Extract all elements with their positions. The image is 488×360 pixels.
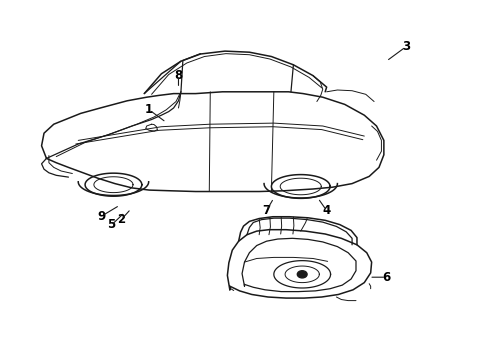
Text: 5: 5 <box>107 219 115 231</box>
Text: 3: 3 <box>401 40 409 53</box>
Text: 8: 8 <box>174 69 182 82</box>
Circle shape <box>297 271 306 278</box>
Text: 1: 1 <box>145 103 153 116</box>
Text: 4: 4 <box>322 204 330 217</box>
Text: 7: 7 <box>262 204 270 217</box>
Text: 2: 2 <box>117 213 125 226</box>
Text: 9: 9 <box>98 210 105 222</box>
Text: 6: 6 <box>382 271 389 284</box>
